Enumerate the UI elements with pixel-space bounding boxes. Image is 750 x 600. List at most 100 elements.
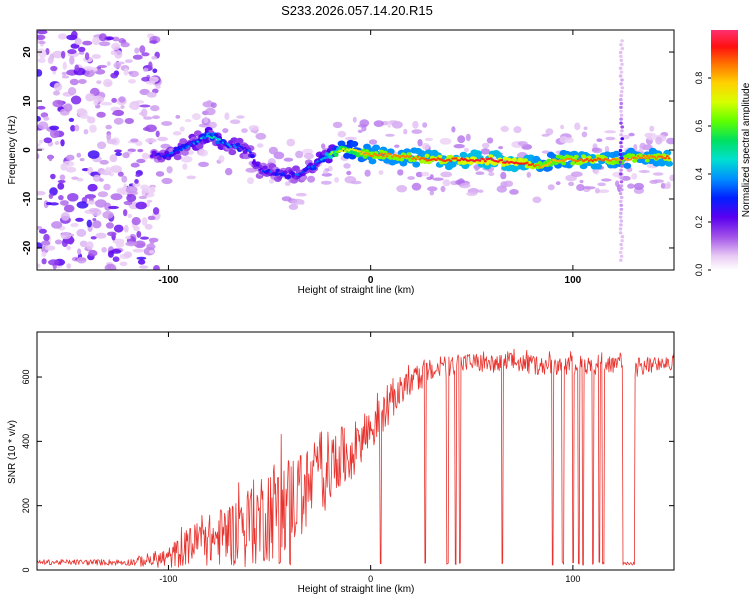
heatmap-ridge-cell <box>303 169 307 172</box>
heatmap-spike-cell <box>620 47 625 51</box>
heatmap-noise-blob <box>124 118 134 124</box>
y-tick-label: 10 <box>22 95 33 107</box>
heatmap-ridge-cell <box>536 163 540 167</box>
heatmap-noise-blob <box>105 167 112 173</box>
y-tick-label: 600 <box>21 370 31 385</box>
y-tick-label: 400 <box>21 434 31 449</box>
heatmap-ridge-cell <box>653 155 656 159</box>
heatmap-ridge-cell <box>644 157 647 160</box>
heatmap-ridge-cell <box>261 169 265 173</box>
heatmap-noise-blob <box>150 105 160 112</box>
heatmap-spike-cell <box>619 195 624 200</box>
heatmap-ridge-cell <box>247 149 251 152</box>
snr-x-label: Height of straight line (km) <box>298 584 415 595</box>
heatmap-noise-blob <box>43 116 50 121</box>
heatmap-halo-blob <box>440 171 453 178</box>
heatmap-ridge-cell <box>555 154 561 159</box>
heatmap-ridge-cell <box>201 135 205 138</box>
heatmap-halo-blob <box>412 120 419 129</box>
heatmap-halo-blob <box>417 139 423 147</box>
heatmap-halo-blob <box>281 196 292 202</box>
heatmap-noise-blob <box>140 236 149 240</box>
heatmap-ridge-cell <box>228 149 237 156</box>
heatmap-halo-blob <box>475 171 485 175</box>
heatmap-noise-blob <box>126 194 137 202</box>
heatmap-noise-blob <box>149 40 158 44</box>
heatmap-ridge-cell <box>463 158 467 161</box>
heatmap-noise-blob <box>70 95 82 105</box>
heatmap-noise-blob <box>60 232 72 240</box>
heatmap-noise-blob <box>54 239 63 245</box>
heatmap-noise-blob <box>70 125 76 132</box>
heatmap-spike-cell <box>620 164 624 168</box>
heatmap-halo-blob <box>343 163 351 169</box>
heatmap-halo-blob <box>517 141 528 146</box>
heatmap-ridge-cell <box>482 158 485 161</box>
x-tick-label: 0 <box>368 275 374 286</box>
heatmap-halo-blob <box>247 177 254 185</box>
heatmap-spike-cell <box>618 215 623 219</box>
heatmap-halo-blob <box>411 182 422 191</box>
heatmap-ridge-cell <box>500 159 504 162</box>
heatmap-ridge-cell <box>581 154 587 159</box>
heatmap-ridge-cell <box>396 154 400 157</box>
heatmap-noise-blob <box>86 200 97 205</box>
heatmap-noise-blob <box>89 124 97 133</box>
heatmap-noise-blob <box>96 111 106 118</box>
heatmap-halo-blob <box>332 121 343 129</box>
heatmap-noise-blob <box>38 228 47 234</box>
colorbar-tick-label: 0.8 <box>694 72 704 85</box>
heatmap-noise-blob <box>135 201 147 210</box>
heatmap-ridge-cell <box>636 155 640 158</box>
heatmap-noise-blob <box>48 259 60 266</box>
heatmap-spike-cell <box>620 39 624 43</box>
heatmap-noise-blob <box>155 130 160 138</box>
heatmap-halo-blob <box>480 148 491 155</box>
heatmap-halo-blob <box>427 186 438 192</box>
heatmap-noise-blob <box>136 230 142 238</box>
heatmap-ridge-cell <box>409 155 413 158</box>
heatmap-noise-blob <box>113 62 122 69</box>
heatmap-halo-blob <box>649 125 655 132</box>
heatmap-spike-cell <box>618 231 623 235</box>
heatmap-ridge-cell <box>545 163 549 166</box>
heatmap-ridge-cell <box>447 158 451 161</box>
heatmap-ridge-cell <box>254 162 258 165</box>
heatmap-noise-blob <box>145 138 157 143</box>
heatmap-halo-blob <box>440 185 446 193</box>
heatmap-halo-blob <box>322 169 329 174</box>
heatmap-noise-blob <box>139 265 149 269</box>
heatmap-halo-blob <box>364 169 371 177</box>
heatmap-noise-blob <box>48 154 53 162</box>
heatmap-noise-blob <box>152 115 160 120</box>
heatmap-halo-blob <box>161 177 173 185</box>
heatmap-noise-blob <box>123 209 128 217</box>
heatmap-spike-cell <box>620 188 624 192</box>
heatmap-noise-blob <box>84 194 96 199</box>
heatmap-ridge-cell <box>623 162 632 169</box>
heatmap-noise-blob <box>143 67 149 72</box>
heatmap-noise-blob <box>110 165 122 173</box>
heatmap-noise-blob <box>54 141 60 145</box>
heatmap-noise-blob <box>76 256 87 264</box>
heatmap-ridge-cell <box>227 143 231 146</box>
heatmap-spike-cell <box>619 258 623 262</box>
heatmap-halo-blob <box>175 115 181 119</box>
heatmap-noise-blob <box>128 79 136 84</box>
heatmap-spike-cell <box>619 168 623 172</box>
heatmap-ridge-cell <box>644 158 650 163</box>
heatmap-ridge-cell <box>236 147 240 150</box>
heatmap-ridge-cell <box>249 151 252 154</box>
heatmap-ridge-cell <box>576 159 580 162</box>
heatmap-halo-blob <box>432 177 444 181</box>
heatmap-noise-blob <box>61 75 70 79</box>
heatmap-ridge-cell <box>157 156 162 161</box>
heatmap-ridge-cell <box>189 143 192 146</box>
heatmap-ridge-cell <box>562 160 565 163</box>
heatmap-noise-blob <box>113 117 124 125</box>
heatmap-halo-blob <box>385 133 395 137</box>
heatmap-noise-blob <box>97 141 107 150</box>
heatmap-halo-blob <box>352 116 357 123</box>
heatmap-noise-blob <box>149 76 159 83</box>
